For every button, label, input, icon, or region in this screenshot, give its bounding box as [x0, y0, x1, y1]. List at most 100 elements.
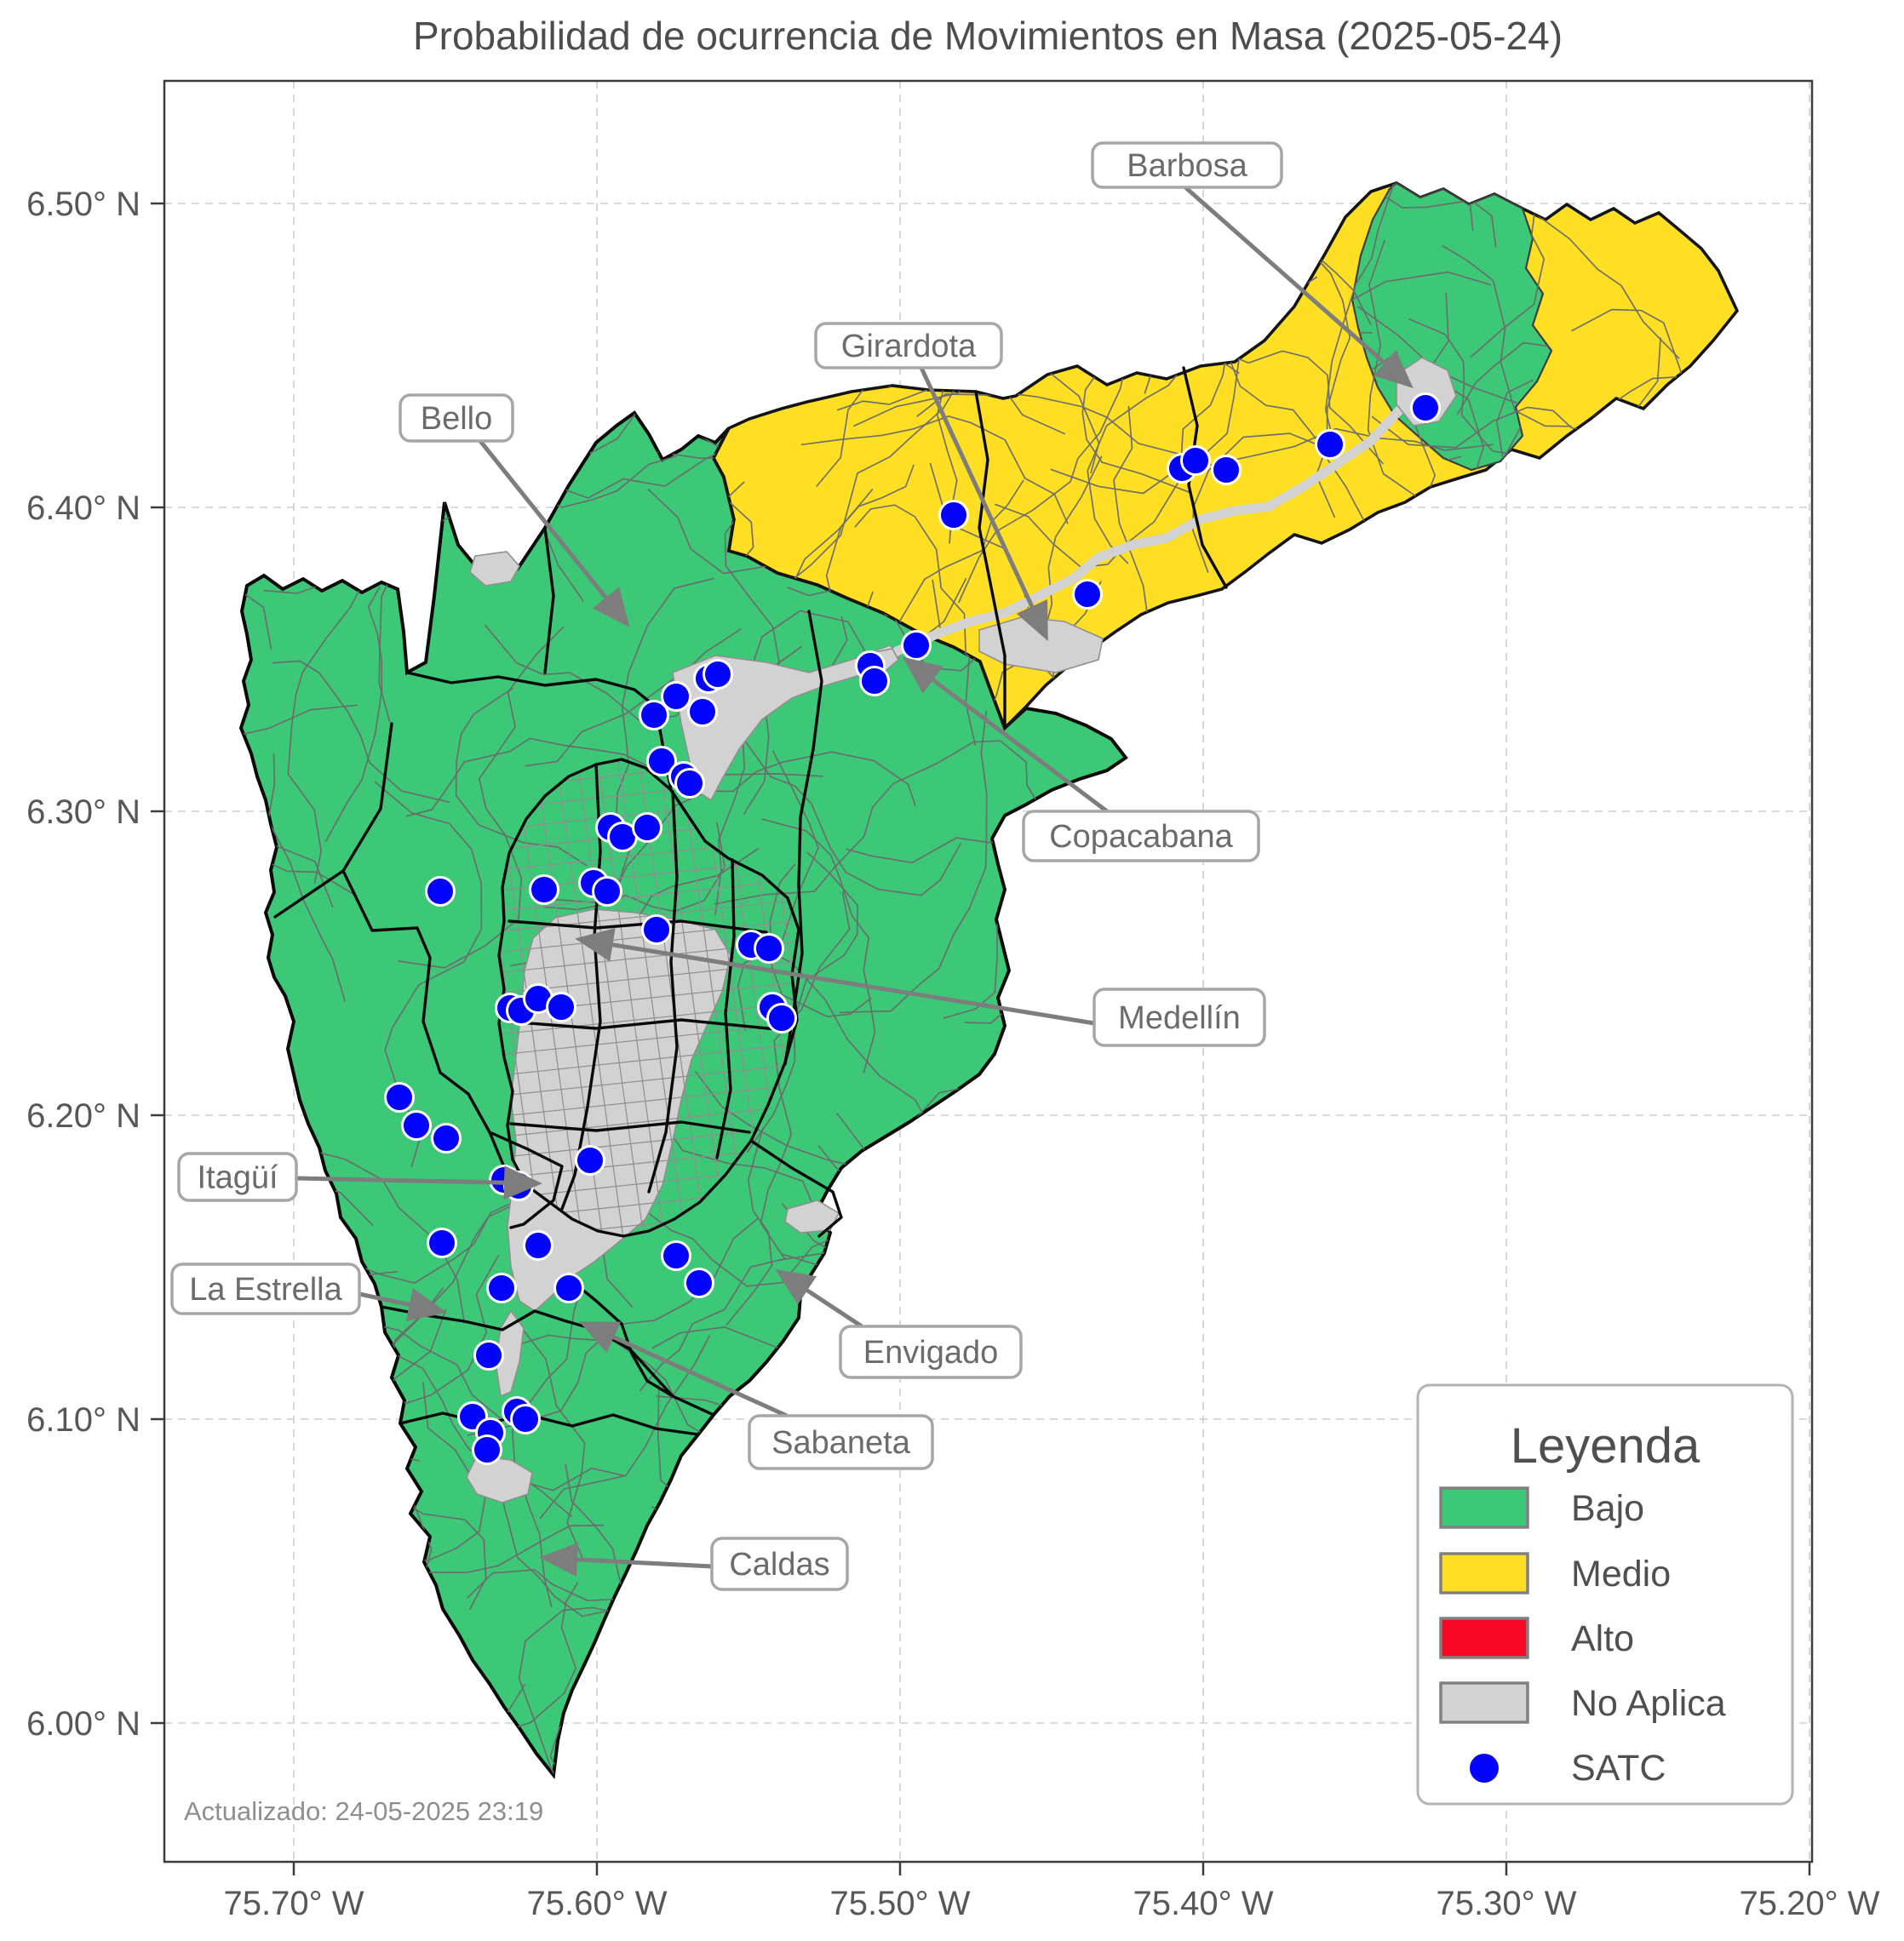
- satc-dot-17: [1072, 579, 1103, 610]
- vereda-boundary: [1352, 271, 1492, 354]
- callout-barbosa: Barbosa: [1091, 141, 1414, 388]
- callout-girardota: Girardota: [814, 322, 1048, 642]
- vereda-boundary: [272, 660, 450, 804]
- tick-label-x-4: 75.30° W: [1437, 1885, 1577, 1922]
- satc-dot-24: [632, 812, 662, 843]
- street-line: [499, 921, 799, 1033]
- callout-arrow-girardota: [919, 366, 1048, 642]
- satc-dot-34: [384, 1082, 415, 1113]
- satc-dot-10: [859, 666, 890, 696]
- vereda-boundary: [267, 753, 346, 1002]
- satc-dot-8: [901, 630, 932, 661]
- satc-dot-51: [472, 1434, 502, 1465]
- satc-dot-39: [503, 1171, 534, 1201]
- satc-dot-49: [510, 1404, 541, 1434]
- vereda-boundary: [724, 510, 781, 815]
- callout-box-caldas: [710, 1537, 849, 1591]
- callout-medellin: Medellín: [575, 928, 1266, 1047]
- legend-swatch-satc-dot: [1470, 1754, 1499, 1783]
- tick-label-y-3: 6.20° N: [26, 1097, 141, 1135]
- callout-box-copacabana: [1022, 810, 1260, 862]
- callout-arrow-copacabana: [902, 656, 1109, 813]
- legend-swatch-bajo: [1439, 1486, 1529, 1529]
- vereda-boundary: [737, 750, 819, 1032]
- satc-dot-19: [529, 874, 559, 905]
- legend: Leyenda Bajo Medio Alto No Aplica SATC: [1416, 1383, 1794, 1806]
- satc-dot-12: [1180, 445, 1211, 476]
- legend-swatch-medio: [1439, 1552, 1529, 1595]
- street-line: [499, 942, 799, 1054]
- plot-frame: [163, 79, 1814, 1864]
- callout-label-sabaneta: Sabaneta: [771, 1425, 911, 1461]
- callout-itagui: Itagüí: [177, 1152, 542, 1202]
- street-line: [499, 1003, 799, 1115]
- vereda-boundary: [760, 891, 851, 1260]
- urban-river-corridor: [892, 380, 1419, 656]
- satc-dot-3: [639, 700, 669, 730]
- tick-label-y-4: 6.10° N: [26, 1401, 141, 1439]
- satc-dot-27: [754, 933, 784, 964]
- satc-dot-37: [575, 1145, 605, 1176]
- street-line: [499, 840, 799, 953]
- legend-swatch-alto: [1439, 1617, 1529, 1659]
- vereda-boundary: [761, 818, 876, 1074]
- satc-dot-2: [661, 681, 691, 712]
- callout-box-bello: [399, 393, 514, 443]
- street-line: [536, 759, 685, 1236]
- satc-dot-40: [427, 1228, 457, 1258]
- street-line: [499, 901, 799, 1013]
- vereda-boundary: [714, 352, 754, 601]
- callout-label-barbosa: Barbosa: [1127, 148, 1247, 184]
- callout-label-caldas: Caldas: [729, 1547, 829, 1583]
- callout-label-bello: Bello: [421, 401, 493, 437]
- callout-copacabana: Copacabana: [902, 656, 1260, 862]
- callout-label-medellin: Medellín: [1118, 1000, 1241, 1036]
- street-line: [658, 759, 799, 1236]
- vereda-boundary: [889, 455, 1103, 728]
- callout-bello: Bello: [399, 393, 630, 628]
- callout-arrow-bello: [479, 439, 630, 628]
- callout-box-envigado: [839, 1325, 1023, 1379]
- satc-dot-25: [641, 914, 672, 945]
- callout-box-sabaneta: [748, 1414, 934, 1470]
- satc-dot-44: [486, 1273, 517, 1303]
- tick-label-x-3: 75.40° W: [1133, 1885, 1274, 1922]
- callout-la-estrella: La Estrella: [170, 1263, 447, 1322]
- street-line: [499, 1145, 799, 1236]
- callout-arrow-itagui: [295, 1165, 542, 1200]
- street-line: [499, 962, 799, 1074]
- street-line: [617, 759, 766, 1236]
- vereda-boundary: [995, 343, 1229, 569]
- street-line: [499, 820, 799, 932]
- legend-label-alto: Alto: [1571, 1618, 1634, 1659]
- vereda-boundary: [746, 851, 859, 1153]
- tick-label-x-2: 75.50° W: [830, 1885, 971, 1922]
- tick-label-y-5: 6.00° N: [26, 1705, 141, 1743]
- callout-label-la-estrella: La Estrella: [189, 1272, 342, 1308]
- satc-dot-15: [1410, 392, 1441, 423]
- vereda-boundary: [543, 822, 726, 913]
- vereda-boundary: [241, 704, 358, 908]
- street-line: [499, 1104, 799, 1217]
- callout-label-copacabana: Copacabana: [1049, 819, 1233, 855]
- vereda-boundary: [1470, 183, 1546, 358]
- callout-box-itagui: [177, 1152, 298, 1202]
- street-line: [499, 861, 799, 972]
- satc-stations: [384, 392, 1441, 1465]
- urban-northwest-patch: [469, 551, 520, 587]
- urban-envigado-east-patch: [784, 1200, 840, 1234]
- satc-dot-29: [766, 1003, 797, 1033]
- vereda-boundary: [695, 1071, 973, 1167]
- vereda-boundary: [1352, 372, 1484, 470]
- satc-dot-45: [553, 1273, 584, 1303]
- street-line: [499, 1023, 799, 1135]
- street-line: [698, 759, 799, 1236]
- callout-box-la-estrella: [170, 1263, 361, 1315]
- municipality-callouts: Barbosa Girardota Bello Copacabana Medellín I…: [170, 141, 1414, 1591]
- callout-box-medellin: [1093, 988, 1266, 1047]
- satc-dot-18: [425, 876, 456, 907]
- vereda-boundary: [241, 468, 272, 650]
- callout-caldas: Caldas: [539, 1537, 849, 1591]
- vereda-boundary: [768, 327, 986, 624]
